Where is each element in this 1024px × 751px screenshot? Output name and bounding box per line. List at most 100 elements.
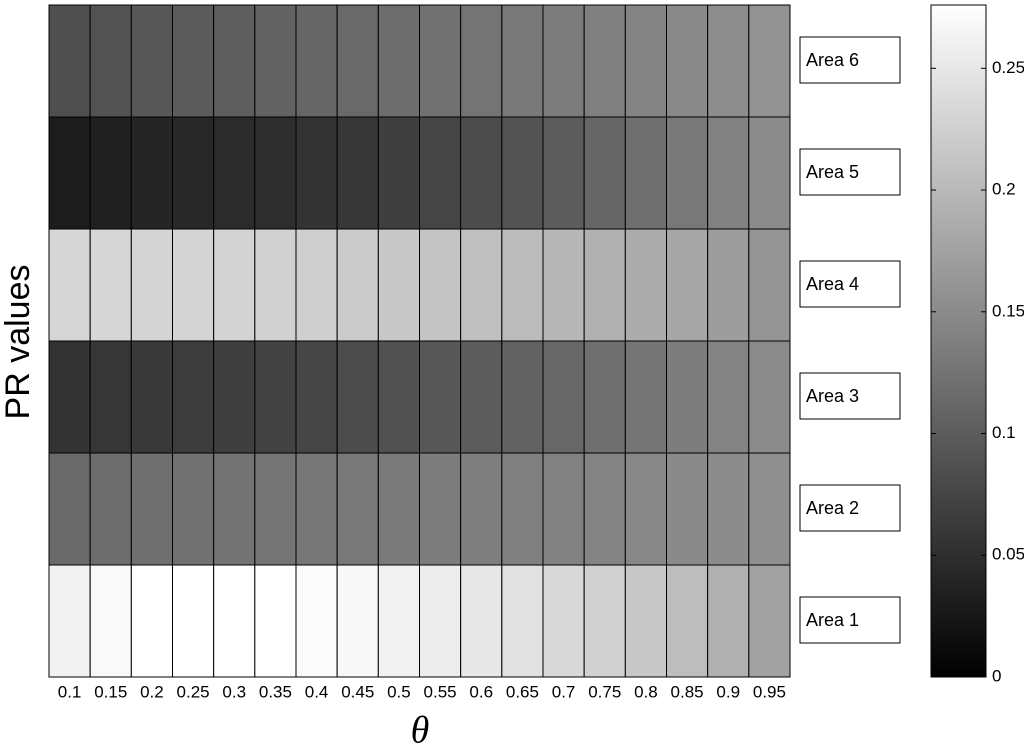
heatmap-cell [419, 4, 462, 118]
x-tick-label: 0.55 [424, 682, 457, 701]
heatmap-cell [542, 340, 585, 454]
heatmap-cell [295, 340, 338, 454]
heatmap-cell [89, 452, 132, 566]
heatmap-cell [254, 228, 297, 342]
heatmap-cell [172, 4, 215, 118]
colorbar-tick-label: 0.05 [992, 545, 1024, 564]
heatmap-cell [542, 116, 585, 230]
heatmap-cell [624, 228, 667, 342]
heatmap-cell [89, 564, 132, 678]
x-axis-label: θ [411, 710, 430, 751]
heatmap-cell [336, 228, 379, 342]
heatmap-cell [89, 228, 132, 342]
heatmap-cell [254, 4, 297, 118]
heatmap-cell [460, 4, 503, 118]
heatmap-cell [583, 340, 626, 454]
heatmap-cell [295, 4, 338, 118]
x-tick-label: 0.8 [634, 682, 658, 701]
heatmap-cell [254, 340, 297, 454]
heatmap-cell [542, 564, 585, 678]
heatmap-cell [542, 452, 585, 566]
heatmap-cell [48, 340, 91, 454]
heatmap-cell [460, 564, 503, 678]
heatmap-cell [501, 564, 544, 678]
heatmap-cell [48, 564, 91, 678]
heatmap-cell [48, 116, 91, 230]
heatmap-cell [48, 228, 91, 342]
row-label-box [799, 36, 901, 84]
heatmap-cell [377, 452, 421, 566]
heatmap-cell [666, 452, 709, 566]
heatmap-cell [748, 116, 791, 230]
x-tick-label: 0.45 [341, 682, 374, 701]
heatmap-cell [707, 116, 750, 230]
heatmap-cell [89, 116, 132, 230]
heatmap-cell [707, 452, 750, 566]
heatmap-cell [336, 564, 379, 678]
row-label-box [799, 260, 901, 308]
heatmap-cell [213, 452, 256, 566]
heatmap-cell [213, 564, 256, 678]
heatmap-cell [336, 452, 379, 566]
heatmap-cell [213, 228, 256, 342]
x-tick-label: 0.5 [387, 682, 411, 701]
heatmap-cell [419, 116, 462, 230]
colorbar-tick-label: 0 [992, 666, 1001, 685]
heatmap-cell [130, 564, 173, 678]
heatmap-cell [213, 340, 256, 454]
row-label-box [799, 372, 901, 420]
colorbar-tick-label: 0.1 [992, 423, 1016, 442]
heatmap-cell [460, 452, 503, 566]
heatmap-cell [624, 564, 667, 678]
x-tick-label: 0.9 [716, 682, 740, 701]
x-tick-label: 0.95 [753, 682, 786, 701]
heatmap-cell [748, 4, 791, 118]
heatmap-cell [419, 228, 462, 342]
heatmap-cell [583, 228, 626, 342]
heatmap-cell [707, 4, 750, 118]
heatmap-cell [295, 564, 338, 678]
heatmap-cell [89, 340, 132, 454]
row-label: Area 5 [806, 162, 859, 182]
heatmap-cell [172, 228, 215, 342]
heatmap-cell [213, 4, 256, 118]
colorbar [930, 4, 987, 678]
heatmap-cell [254, 564, 297, 678]
heatmap-cell [501, 340, 544, 454]
heatmap-cell [172, 564, 215, 678]
row-label: Area 4 [806, 274, 859, 294]
heatmap-cell [748, 228, 791, 342]
heatmap-cell [172, 116, 215, 230]
row-label-box [799, 484, 901, 532]
colorbar-tick-label: 0.25 [992, 58, 1024, 77]
heatmap-cell [48, 4, 91, 118]
colorbar-tick-label: 0.15 [992, 301, 1024, 320]
colorbar-tick-label: 0.2 [992, 180, 1016, 199]
heatmap-cell [377, 564, 421, 678]
heatmap-cell [542, 4, 585, 118]
heatmap-cell [130, 452, 173, 566]
x-tick-label: 0.15 [94, 682, 127, 701]
x-tick-label: 0.35 [259, 682, 292, 701]
heatmap-cell [666, 228, 709, 342]
heatmap-cell [501, 116, 544, 230]
heatmap-cell [419, 564, 462, 678]
heatmap-cell [377, 4, 421, 118]
heatmap-cell [377, 340, 421, 454]
row-label: Area 3 [806, 386, 859, 406]
heatmap-cell [295, 452, 338, 566]
heatmap-cell [213, 116, 256, 230]
heatmap-cell [501, 228, 544, 342]
x-tick-label: 0.7 [552, 682, 576, 701]
heatmap-cell [501, 452, 544, 566]
heatmap-cell [624, 116, 667, 230]
row-label: Area 6 [806, 50, 859, 70]
heatmap-cell [130, 116, 173, 230]
heatmap-cell [254, 452, 297, 566]
heatmap-cell [295, 228, 338, 342]
row-label-box [799, 148, 901, 196]
heatmap-cell [583, 116, 626, 230]
heatmap-cell [377, 228, 421, 342]
heatmap-cell [254, 116, 297, 230]
